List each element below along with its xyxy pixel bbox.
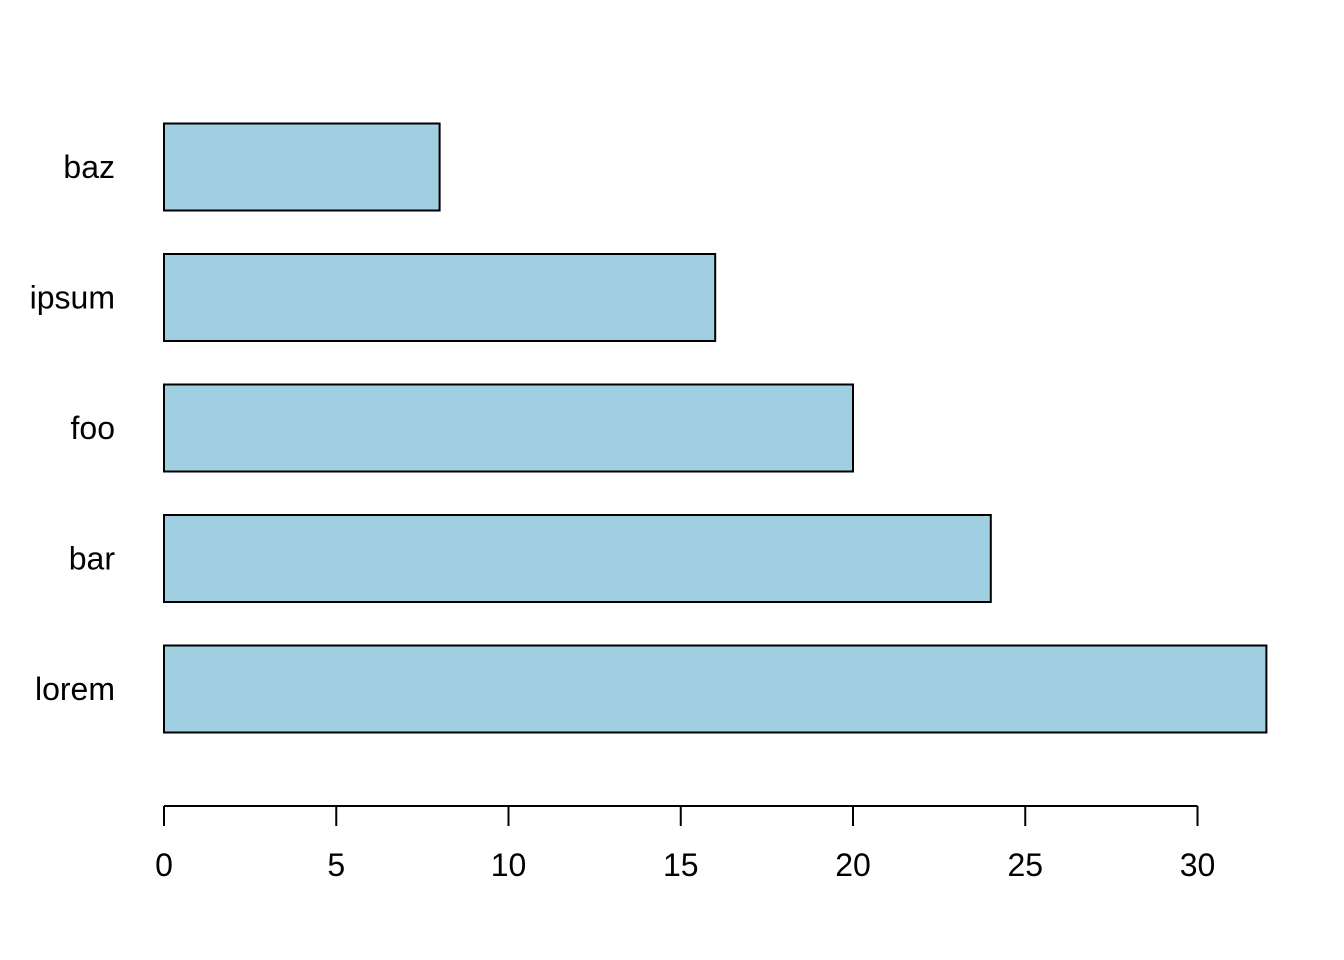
category-label-bar: bar	[69, 541, 116, 577]
x-tick-label-5: 5	[327, 847, 345, 883]
category-labels: lorem bar foo ipsum baz	[30, 149, 116, 707]
category-label-ipsum: ipsum	[30, 280, 115, 316]
x-axis: 0 5 10 15 20 25 30	[155, 805, 1216, 883]
bar-foo	[163, 383, 854, 473]
x-tick-label-0: 0	[155, 847, 173, 883]
x-tick-label-25: 25	[1007, 847, 1043, 883]
x-tick-label-20: 20	[835, 847, 871, 883]
x-tick-label-15: 15	[663, 847, 699, 883]
bar-bar	[163, 514, 992, 603]
x-tick-label-30: 30	[1180, 847, 1216, 883]
x-tick-label-10: 10	[491, 847, 527, 883]
bars-layer	[163, 122, 1268, 734]
bar-baz	[163, 122, 441, 212]
bar-lorem	[163, 644, 1268, 734]
category-label-foo: foo	[71, 410, 115, 446]
category-label-baz: baz	[63, 149, 115, 185]
bar-ipsum	[163, 253, 717, 342]
category-label-lorem: lorem	[35, 671, 115, 707]
